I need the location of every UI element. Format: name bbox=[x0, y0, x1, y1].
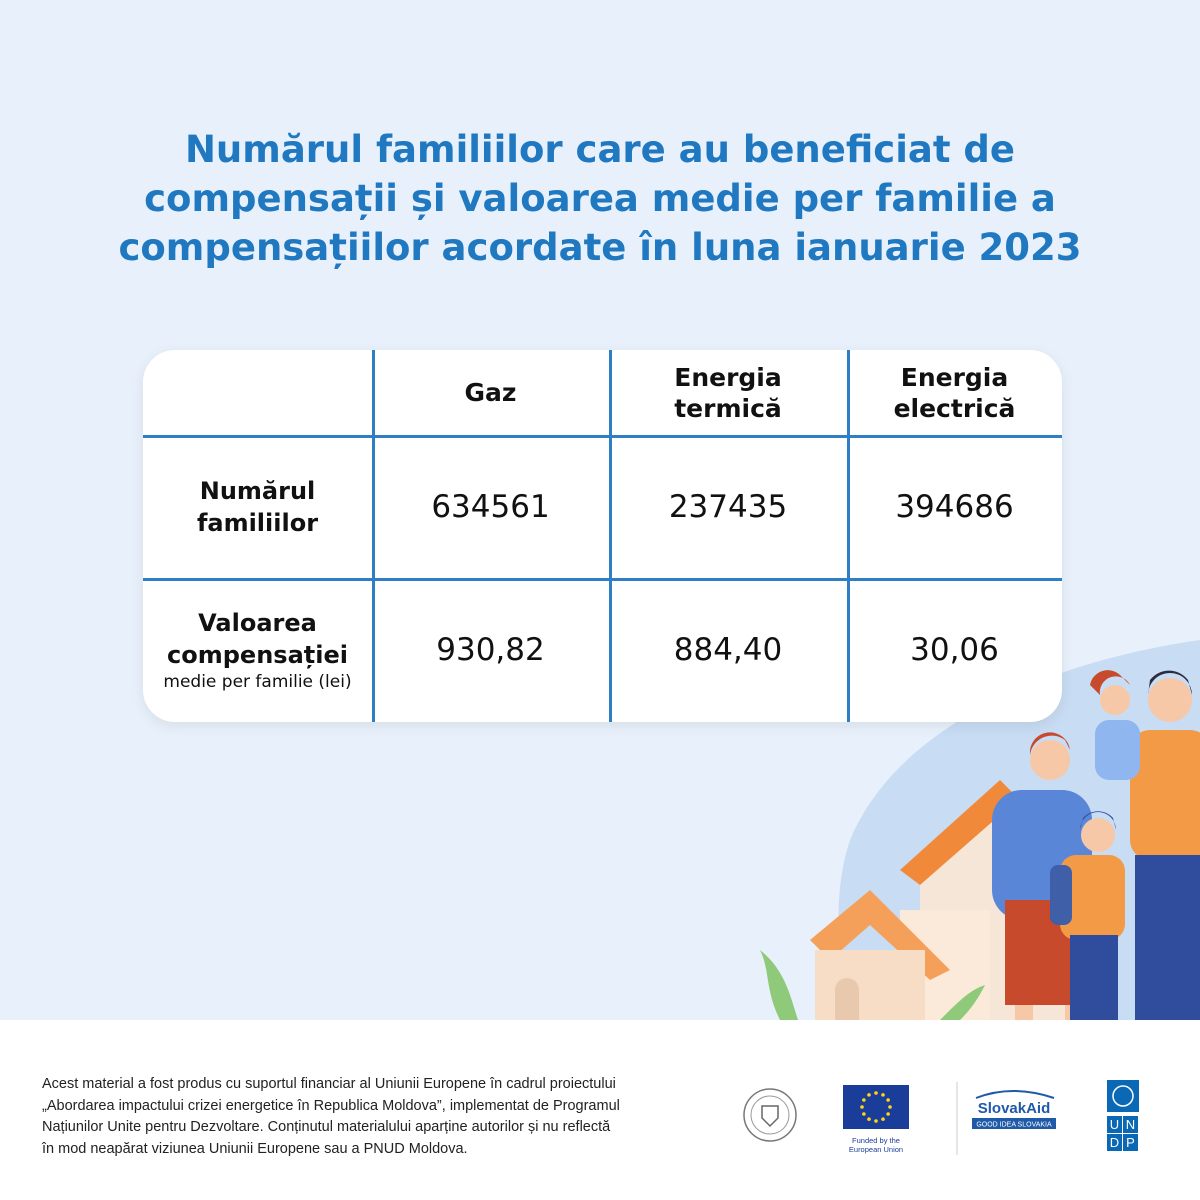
row-divider bbox=[143, 435, 1062, 438]
disclaimer: Acest material a fost produs cu suportul… bbox=[42, 1074, 620, 1160]
disclaimer-line: Națiunilor Unite pentru Dezvoltare. Conț… bbox=[42, 1119, 611, 1135]
header-cell: Gaz bbox=[372, 350, 609, 435]
logo-text: SlovakAid bbox=[978, 1100, 1051, 1117]
star bbox=[888, 1105, 892, 1109]
cell-value: 237435 bbox=[668, 488, 788, 525]
logo-text: D bbox=[1110, 1135, 1119, 1150]
row-divider bbox=[143, 578, 1062, 581]
header-text: electrică bbox=[893, 393, 1016, 423]
star bbox=[862, 1112, 866, 1116]
cell-value: 30,06 bbox=[910, 632, 999, 668]
row-label-text: Numărul bbox=[199, 476, 316, 505]
row-label-text: compensației bbox=[167, 641, 348, 669]
disclaimer-line: „Abordarea impactului crizei energetice … bbox=[42, 1097, 620, 1114]
column-divider bbox=[847, 350, 850, 722]
star bbox=[867, 1093, 871, 1097]
row-label: Valoarea compensației medie per familie (l… bbox=[143, 578, 372, 722]
disclaimer-line: în mod neapărat viziunea Uniunii Europen… bbox=[42, 1140, 468, 1157]
header-text: Gaz bbox=[464, 378, 517, 407]
header-text: Energia bbox=[674, 362, 782, 392]
logo-text: European Union bbox=[849, 1145, 903, 1154]
table-cell: 884,40 bbox=[609, 578, 847, 722]
star bbox=[860, 1105, 864, 1109]
cell-value: 884,40 bbox=[673, 632, 783, 668]
logo-text: GOOD IDEA SLOVAKIA bbox=[976, 1122, 1052, 1129]
header-cell: Energia electrică bbox=[847, 350, 1062, 435]
star bbox=[881, 1093, 885, 1097]
star bbox=[867, 1117, 871, 1121]
illustration bbox=[760, 640, 1200, 1020]
table-cell: 237435 bbox=[609, 435, 847, 578]
row-label: Numărul familiilor bbox=[143, 435, 372, 578]
star bbox=[862, 1098, 866, 1102]
title-line: Numărul familiilor care au beneficiat de bbox=[184, 128, 1016, 171]
cell-value: 634561 bbox=[431, 488, 550, 525]
row-label-text: Valoarea bbox=[198, 609, 317, 637]
star bbox=[881, 1117, 885, 1121]
title-line: compensațiilor acordate în luna ianuarie… bbox=[118, 226, 1082, 269]
star bbox=[874, 1119, 878, 1123]
table-cell: 30,06 bbox=[847, 578, 1062, 722]
header-cell: Energia termică bbox=[609, 350, 847, 435]
footer: Acest material a fost produs cu suportul… bbox=[0, 1020, 1200, 1200]
table-cell: 930,82 bbox=[372, 578, 609, 722]
cell-value: 930,82 bbox=[436, 632, 545, 668]
table-cell: 394686 bbox=[847, 435, 1062, 578]
undp-box bbox=[1123, 1134, 1138, 1151]
logo-text: Funded by the bbox=[852, 1136, 900, 1145]
undp-box bbox=[1123, 1116, 1138, 1133]
undp-box bbox=[1107, 1134, 1122, 1151]
logo-text: U bbox=[1110, 1117, 1119, 1132]
cell-value: 394686 bbox=[895, 488, 1014, 525]
disclaimer-line: Acest material a fost produs cu suportul… bbox=[42, 1076, 616, 1092]
title: Numărul familiilor care au beneficiat de… bbox=[0, 125, 1200, 272]
star bbox=[886, 1112, 890, 1116]
star bbox=[874, 1091, 878, 1095]
row-label-text: familiilor bbox=[196, 508, 319, 537]
star bbox=[886, 1098, 890, 1102]
undp-box bbox=[1107, 1116, 1122, 1133]
column-divider bbox=[372, 350, 375, 722]
header-text: termică bbox=[674, 393, 782, 423]
row-note: medie per familie (lei) bbox=[163, 672, 352, 692]
column-divider bbox=[609, 350, 612, 722]
table: Gaz Energia termică Energia electrică Numărul… bbox=[143, 350, 1062, 722]
title-line: compensații și valoarea medie per famili… bbox=[144, 177, 1056, 220]
logo-text: N bbox=[1126, 1117, 1135, 1132]
table-cell: 634561 bbox=[372, 435, 609, 578]
logo-text: P bbox=[1126, 1135, 1135, 1150]
header-text: Energia bbox=[900, 362, 1009, 392]
